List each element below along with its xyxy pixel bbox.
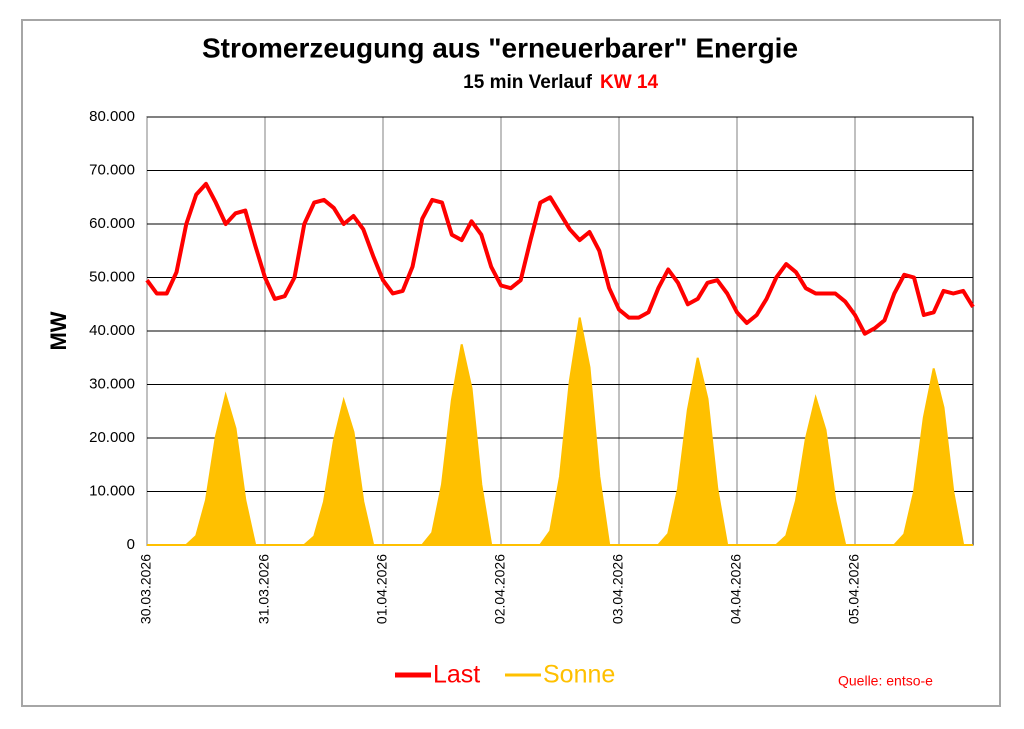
- y-tick-label: 0: [127, 536, 135, 553]
- x-tick-label: 05.04.2026: [846, 554, 862, 624]
- y-tick-label: 40.000: [89, 322, 135, 339]
- x-tick-label: 03.04.2026: [610, 554, 626, 624]
- x-tick-label: 30.03.2026: [138, 554, 154, 624]
- x-tick-label: 02.04.2026: [492, 554, 508, 624]
- y-tick-label: 10.000: [89, 482, 135, 499]
- y-tick-label: 50.000: [89, 268, 135, 285]
- chart-frame: [21, 19, 1001, 707]
- load-line: [145, 181, 975, 336]
- chart-title: Stromerzeugung aus "erneuerbarer" Energi…: [202, 32, 798, 63]
- y-tick-label: 30.000: [89, 375, 135, 392]
- legend-label: Last: [433, 661, 480, 689]
- legend-label: Sonne: [543, 661, 615, 689]
- chart-subtitle: 15 min Verlauf: [463, 72, 593, 93]
- y-tick-label: 80.000: [89, 108, 135, 125]
- sun-area: [147, 317, 973, 546]
- y-tick-label: 20.000: [89, 429, 135, 446]
- y-tick-label: 60.000: [89, 215, 135, 232]
- source-note: Quelle: entso-e: [838, 673, 933, 689]
- x-tick-label: 01.04.2026: [374, 554, 390, 624]
- x-tick-label: 31.03.2026: [256, 554, 272, 624]
- y-tick-label: 70.000: [89, 161, 135, 178]
- week-label: KW 14: [600, 72, 659, 93]
- y-axis-label: MW: [46, 311, 71, 350]
- x-tick-label: 04.04.2026: [728, 554, 744, 624]
